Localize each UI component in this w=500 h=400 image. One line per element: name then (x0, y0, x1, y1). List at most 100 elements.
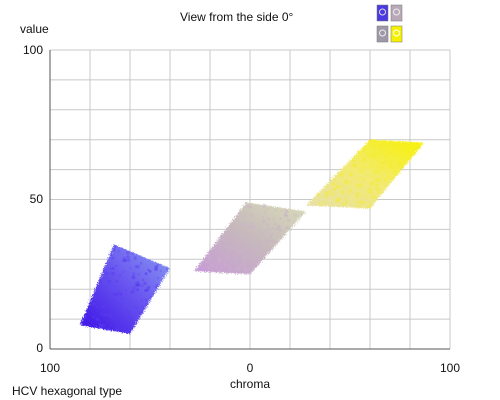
data-point (116, 324, 119, 327)
data-point (333, 178, 336, 181)
data-point (386, 152, 388, 155)
data-point (359, 160, 363, 164)
data-point (335, 185, 340, 189)
data-point (367, 205, 372, 209)
data-point (126, 255, 130, 259)
data-point (267, 224, 269, 227)
data-point (154, 285, 158, 289)
data-point (356, 183, 360, 188)
data-point (242, 256, 247, 261)
data-point (341, 202, 345, 205)
data-point (103, 303, 106, 305)
data-point (136, 282, 141, 287)
data-point (144, 298, 148, 302)
thumbnail-gray-2[interactable] (376, 25, 389, 43)
data-point (260, 231, 264, 235)
data-point (94, 292, 97, 295)
data-point (270, 247, 273, 251)
data-point (413, 152, 416, 156)
data-point (417, 145, 421, 150)
data-point (360, 166, 363, 169)
thumbnail-blue[interactable] (376, 4, 389, 22)
data-point (363, 158, 367, 162)
data-point (390, 163, 392, 166)
data-point (103, 313, 107, 317)
data-point (99, 323, 104, 328)
data-point (369, 154, 372, 157)
data-point (341, 190, 344, 194)
data-point (378, 150, 383, 155)
data-point (385, 144, 390, 148)
thumbnail-yellow[interactable] (390, 25, 403, 43)
x-axis-label: chroma (230, 377, 270, 391)
data-point (228, 267, 233, 271)
data-point (355, 200, 359, 204)
data-point (118, 303, 123, 307)
data-point (349, 189, 353, 193)
data-point (384, 155, 388, 158)
view-thumbnails[interactable] (376, 4, 403, 43)
data-point (279, 218, 282, 221)
data-point (251, 224, 256, 229)
data-point (400, 150, 404, 154)
data-point (399, 142, 402, 145)
data-point (340, 170, 343, 173)
data-point (83, 316, 87, 320)
data-point (258, 227, 261, 230)
data-point (125, 251, 130, 255)
data-point (258, 244, 263, 248)
data-point (89, 303, 92, 307)
data-point (137, 272, 140, 276)
data-point (95, 305, 100, 310)
data-point (351, 159, 354, 162)
data-point (132, 323, 135, 327)
data-point (118, 292, 122, 295)
data-point (141, 278, 145, 282)
data-point (392, 169, 396, 173)
data-point (360, 169, 364, 174)
thumbnail-gray[interactable] (390, 4, 403, 22)
data-point (110, 272, 113, 275)
data-point (228, 236, 231, 239)
data-point (370, 141, 373, 143)
data-point (207, 255, 212, 260)
data-point (122, 258, 126, 263)
data-point (356, 150, 360, 154)
data-point (403, 140, 406, 144)
data-point (263, 212, 267, 215)
data-point (381, 161, 385, 165)
data-point (224, 246, 227, 250)
data-point (231, 260, 234, 263)
data-point (359, 200, 364, 204)
data-point (241, 221, 244, 225)
data-point (286, 226, 289, 229)
data-point (144, 288, 148, 293)
data-point (262, 203, 267, 208)
data-point (127, 258, 131, 262)
data-point (208, 262, 211, 265)
data-point (370, 138, 374, 142)
data-point (224, 237, 228, 242)
y-tick-label: 50 (30, 192, 44, 206)
data-point (252, 253, 256, 257)
data-point (106, 292, 108, 295)
data-point (349, 172, 353, 177)
data-point (113, 246, 117, 249)
data-point (130, 290, 135, 294)
data-point (227, 265, 230, 268)
data-point (353, 163, 357, 167)
data-point (390, 165, 395, 169)
data-point (344, 198, 349, 203)
data-point (352, 163, 356, 168)
data-point (361, 148, 366, 153)
data-point (361, 178, 364, 181)
data-point (220, 246, 223, 249)
data-point (331, 192, 335, 196)
x-tick-label: 0 (247, 361, 254, 375)
data-point (108, 313, 113, 318)
data-point (254, 248, 258, 252)
data-point (267, 238, 271, 242)
data-point (276, 224, 280, 229)
data-point (271, 239, 276, 244)
data-point (81, 317, 85, 321)
